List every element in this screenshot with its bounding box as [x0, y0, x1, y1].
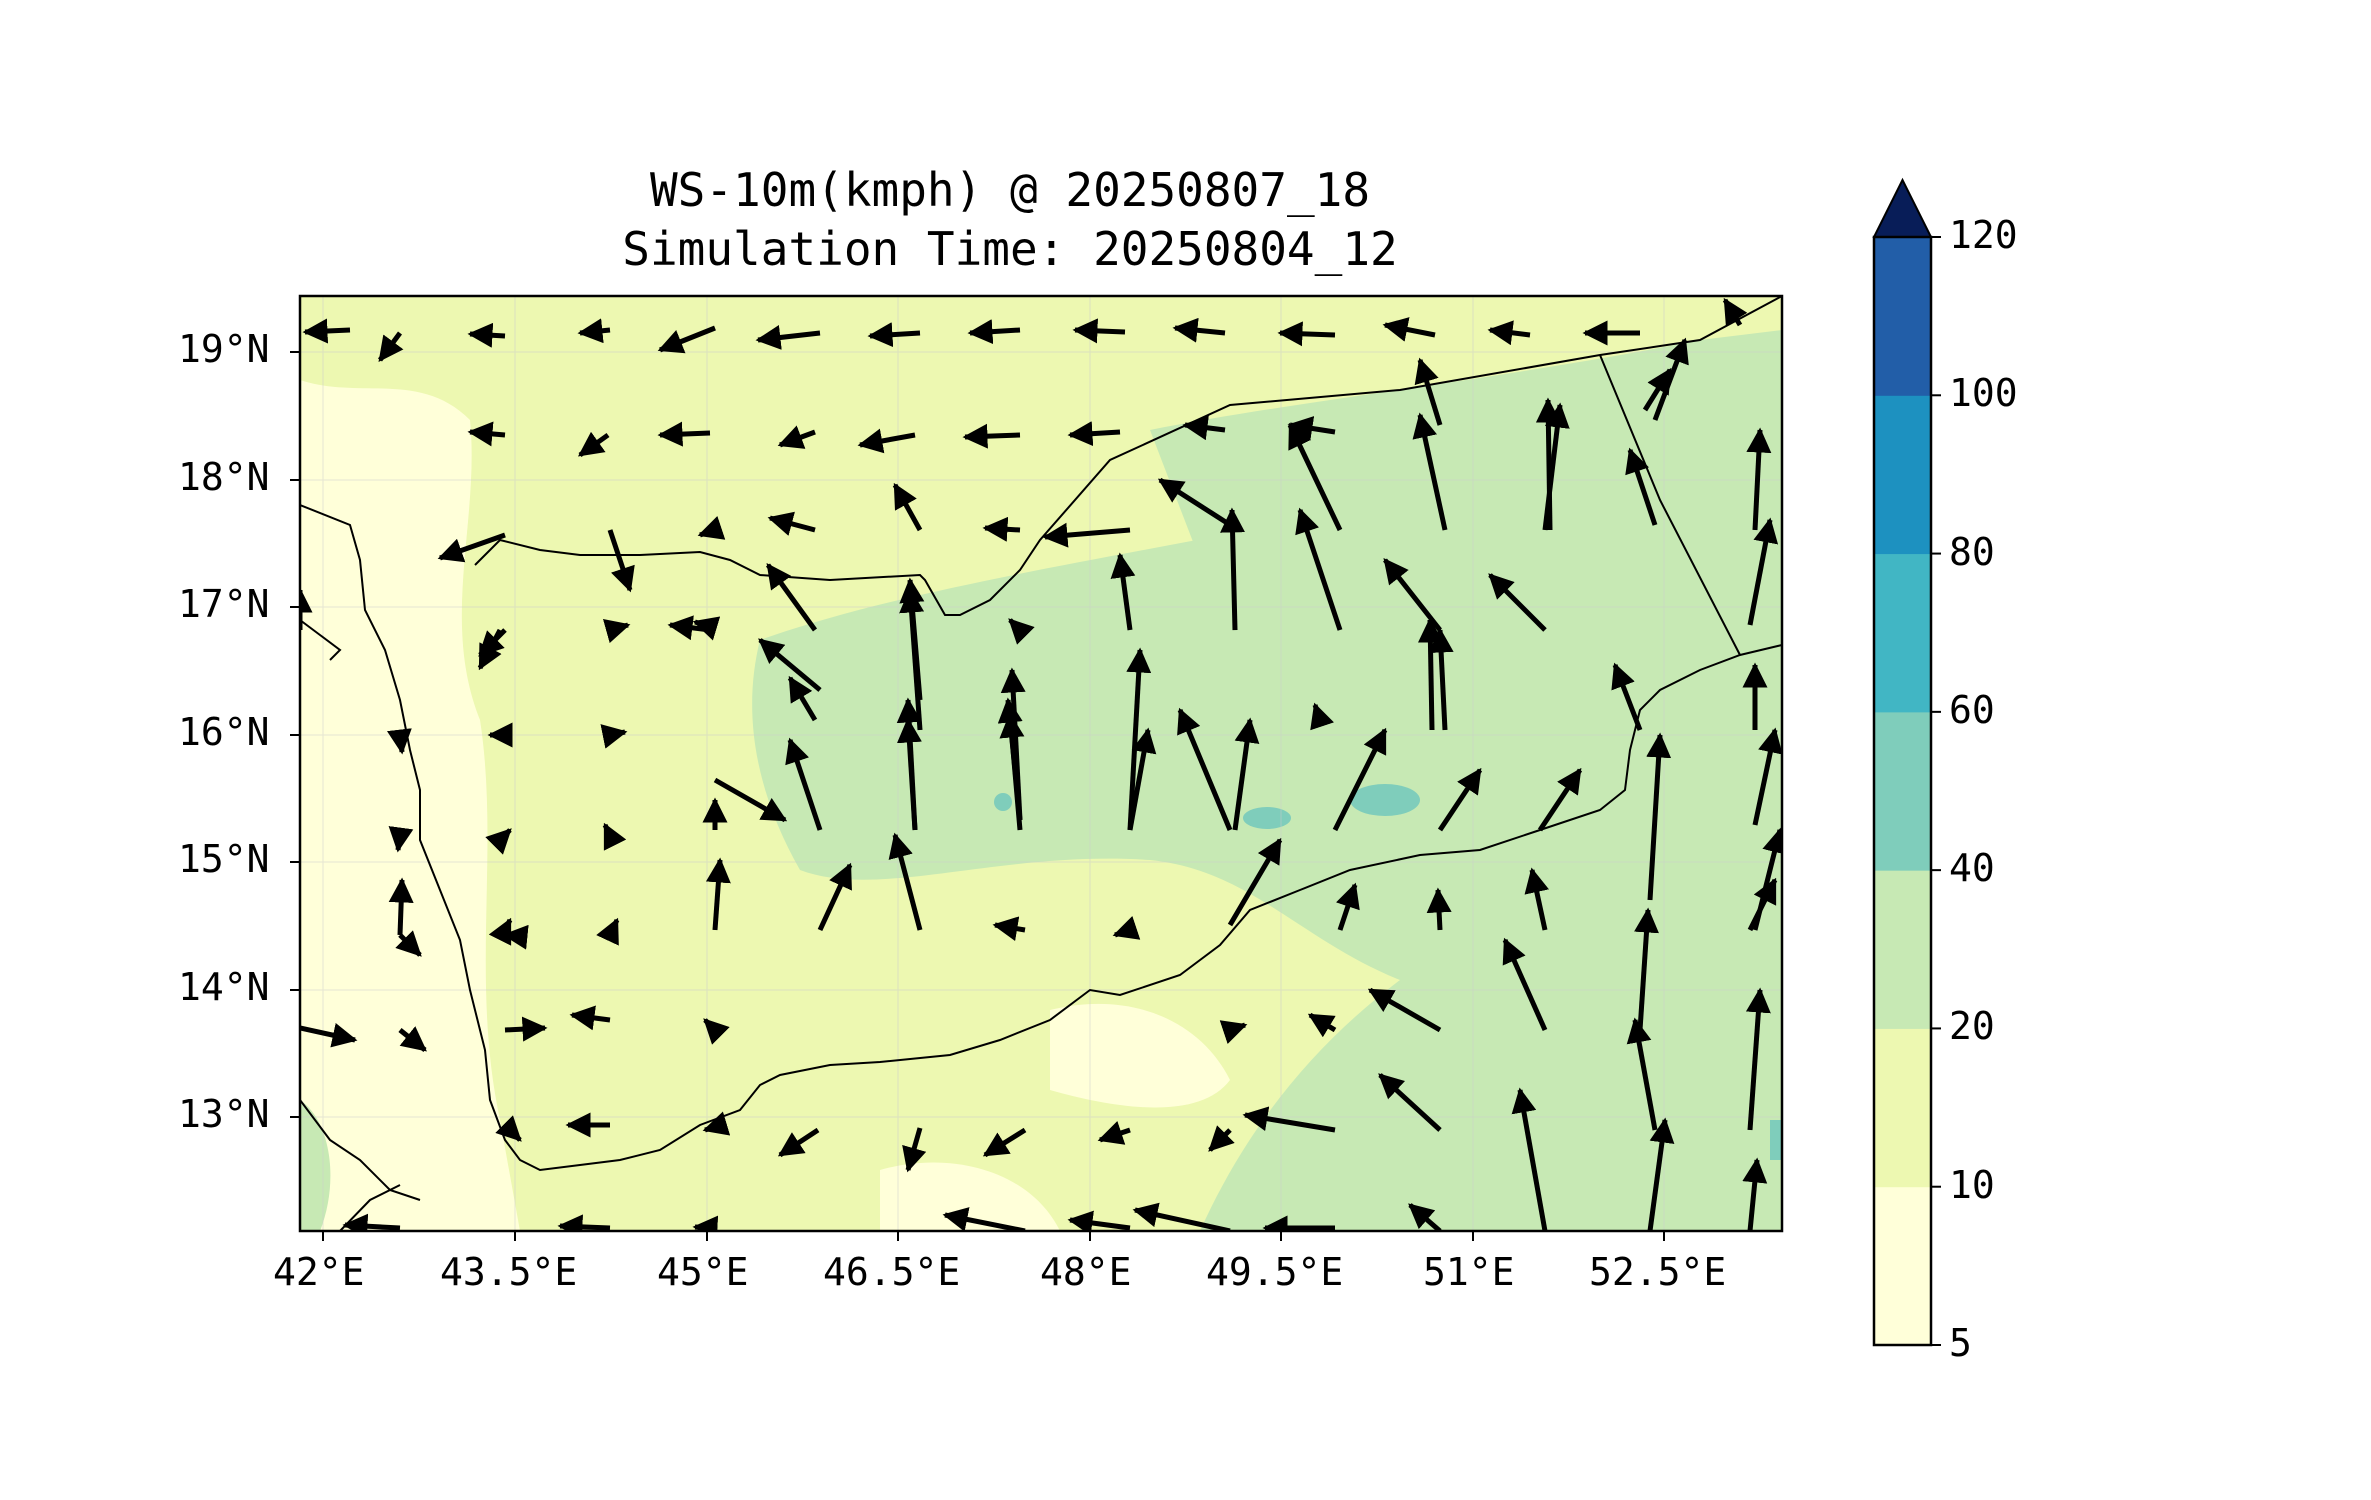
- colorbar-extend-triangle: [1872, 177, 1933, 238]
- colorbar-band: [1874, 870, 1931, 1029]
- lat-tick-label: 19°N: [178, 327, 270, 371]
- lon-tick-label: 48°E: [1040, 1250, 1132, 1294]
- yemen-coastline: [300, 504, 1782, 1172]
- colorbar-band: [1874, 1028, 1931, 1188]
- field-20-40-north: [1150, 330, 1782, 560]
- colorbar-tick-label: 80: [1949, 529, 1995, 574]
- lon-tick-label: 43.5°E: [440, 1250, 578, 1294]
- lat-tick-label: 13°N: [178, 1092, 270, 1136]
- chart-title-line-2: Simulation Time: 20250804_12: [622, 222, 1398, 276]
- colorbar-tick-label: 5: [1949, 1321, 1972, 1365]
- oman-border: [1599, 354, 1741, 656]
- field-40-60-patch-2: [1243, 807, 1291, 829]
- chart-title-line-1: WS-10m(kmph) @ 20250807_18: [649, 163, 1371, 217]
- colorbar-tick-label: 40: [1949, 846, 1995, 891]
- colorbar: [1872, 177, 1941, 1347]
- gridlines: [300, 296, 1782, 1231]
- field-40-60-patch-1: [1350, 784, 1420, 816]
- colorbar-tick-label: 20: [1949, 1004, 1995, 1049]
- lon-tick-label: 51°E: [1423, 1250, 1515, 1294]
- colorbar-tick-label: 120: [1949, 213, 2018, 257]
- colorbar-band: [1874, 711, 1931, 871]
- colorbar-tick-label: 10: [1949, 1162, 1995, 1207]
- colorbar-band: [1874, 553, 1931, 713]
- saudi-border: [474, 296, 1782, 616]
- colorbar-tick-label: 60: [1949, 687, 1995, 732]
- colorbar-band: [1874, 237, 1931, 396]
- lon-tick-label: 49.5°E: [1206, 1250, 1344, 1294]
- farasan-islands: [300, 619, 342, 661]
- field-5-10-south: [880, 1162, 1060, 1231]
- wind-vectors: [300, 297, 1782, 1231]
- colorbar-band: [1874, 1186, 1931, 1346]
- horn-coastline: [300, 1099, 421, 1201]
- coastlines-borders: [300, 296, 1782, 1231]
- axis-ticks: [290, 351, 1665, 1241]
- lon-tick-label: 45°E: [657, 1250, 749, 1294]
- colorbar-tick-label: 100: [1949, 371, 2018, 416]
- lat-tick-label: 14°N: [178, 965, 270, 1009]
- field-40-60-patch-3: [994, 793, 1012, 811]
- wind-speed-field: [300, 296, 1782, 1231]
- lon-tick-label: 52.5°E: [1589, 1250, 1727, 1294]
- lat-tick-label: 16°N: [178, 710, 270, 754]
- lon-tick-label: 46.5°E: [823, 1250, 961, 1294]
- lon-tick-label: 42°E: [273, 1250, 365, 1294]
- field-5-10-west: [300, 380, 520, 1231]
- colorbar-frame: [1872, 235, 1933, 1347]
- map-frame: [298, 294, 1784, 1233]
- colorbar-band: [1874, 395, 1931, 555]
- field-5-10-gulf: [1050, 1003, 1230, 1108]
- lat-tick-label: 15°N: [178, 837, 270, 881]
- lat-tick-label: 17°N: [178, 582, 270, 626]
- lat-tick-label: 18°N: [178, 455, 270, 499]
- field-40-60-patch-4: [1770, 1120, 1782, 1160]
